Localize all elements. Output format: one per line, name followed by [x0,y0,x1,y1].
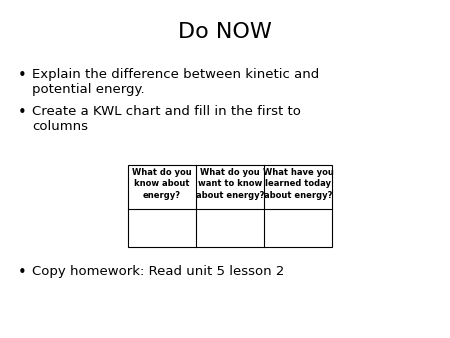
Text: What do you
want to know
about energy?: What do you want to know about energy? [196,168,264,200]
Text: •: • [18,105,27,120]
Text: Create a KWL chart and fill in the first to: Create a KWL chart and fill in the first… [32,105,301,118]
Text: potential energy.: potential energy. [32,83,144,96]
Text: Do NOW: Do NOW [178,22,272,42]
Text: What do you
know about
energy?: What do you know about energy? [132,168,192,200]
Text: •: • [18,68,27,83]
Text: Explain the difference between kinetic and: Explain the difference between kinetic a… [32,68,319,81]
Text: •: • [18,265,27,280]
Bar [128,165,332,247]
Text: Copy homework: Read unit 5 lesson 2: Copy homework: Read unit 5 lesson 2 [32,265,284,278]
Text: columns: columns [32,120,88,133]
Text: What have you
learned today
about energy?: What have you learned today about energy… [262,168,333,200]
